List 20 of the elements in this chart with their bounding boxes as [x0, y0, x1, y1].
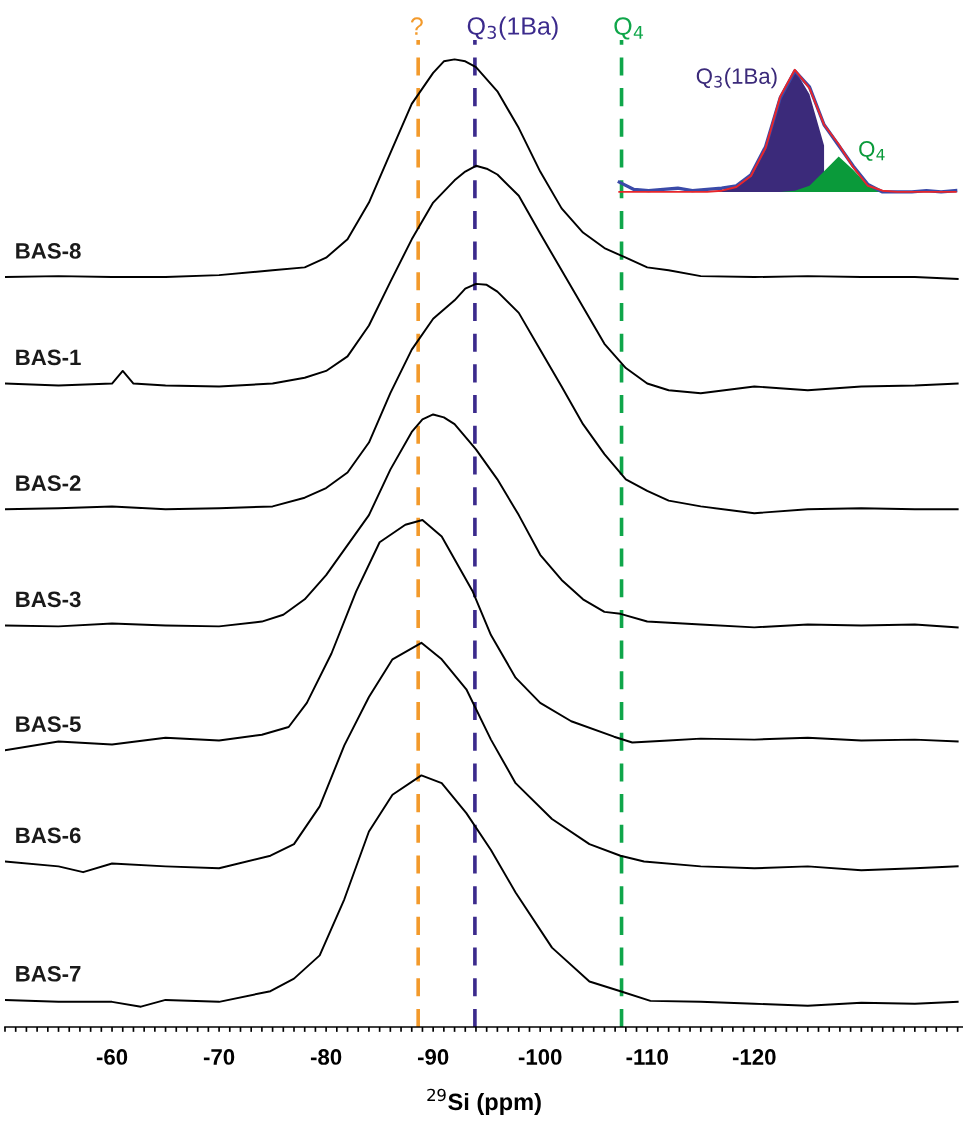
x-tick-label: -60 — [96, 1049, 128, 1065]
series-label: Q$_{3}$(1Ba) — [696, 67, 777, 89]
series-label: BAS-6 — [16, 827, 81, 844]
x-tick-label: -110 — [626, 1049, 668, 1065]
series-label: BAS-1 — [16, 349, 81, 366]
x-tick-label: -70 — [203, 1049, 235, 1065]
x-tick-label: -120 — [732, 1049, 776, 1065]
x-tick-label: -90 — [417, 1049, 449, 1065]
ref-line-label: ? — [410, 17, 423, 35]
series-label: BAS-5 — [16, 716, 81, 732]
x-tick-label: -100 — [518, 1049, 562, 1065]
x-axis-title: $^{29}$Si (ppm) — [427, 1088, 541, 1115]
x-tick-label: -80 — [310, 1049, 342, 1065]
series-label: Q$_{4}$ — [859, 141, 885, 161]
series-label: BAS-8 — [16, 243, 81, 259]
ref-line-label: Q$_{4}$ — [614, 17, 644, 40]
ref-line-label: Q$_{3}$(1Ba) — [467, 16, 558, 40]
series-label: BAS-7 — [16, 965, 81, 982]
series-label: BAS-2 — [16, 475, 81, 492]
series-label: BAS-3 — [16, 591, 81, 608]
